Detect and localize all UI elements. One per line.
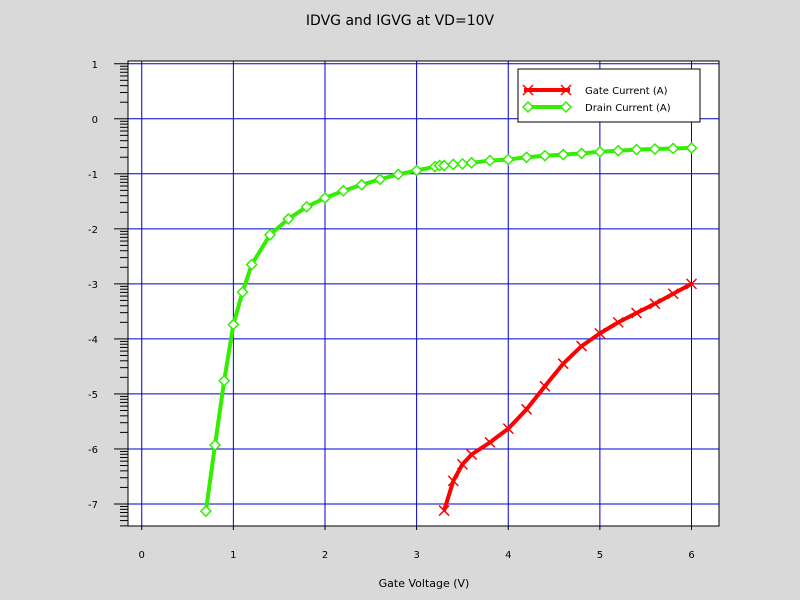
data-point [208, 439, 222, 452]
legend-marker [521, 100, 535, 114]
chart-title: IDVG and IGVG at VD=10V [306, 13, 495, 29]
legend-label: Gate Current (A) [585, 86, 668, 97]
data-point [218, 374, 231, 387]
data-point [593, 145, 606, 158]
y-tick-label: 0 [92, 115, 98, 126]
y-tick-label: -4 [88, 335, 98, 346]
data-point [575, 147, 588, 160]
data-point [263, 228, 277, 241]
legend-marker [522, 84, 534, 96]
data-point [667, 142, 680, 155]
data-point [520, 151, 533, 164]
data-point [438, 505, 450, 517]
data-point [410, 164, 423, 177]
data-point [465, 156, 478, 169]
data-point [648, 142, 661, 156]
y-tick-label: 1 [92, 60, 98, 71]
x-axis-label: Gate Voltage (V) [379, 577, 470, 590]
y-tick-label: -5 [88, 390, 98, 401]
legend-box [517, 68, 701, 123]
data-point [355, 178, 368, 191]
data-point [456, 458, 468, 470]
data-point [392, 168, 405, 181]
data-point [236, 286, 249, 299]
x-tick-label: 2 [322, 550, 328, 561]
data-point [685, 278, 698, 290]
legend-marker [559, 100, 573, 114]
legend-label: Drain Current (A) [585, 103, 671, 114]
data-point [630, 143, 643, 156]
data-point [539, 380, 551, 392]
data-point [318, 191, 332, 205]
y-tick-label: -2 [88, 225, 98, 236]
data-point [483, 154, 496, 167]
y-tick-label: -3 [88, 280, 98, 291]
data-point [337, 184, 350, 197]
data-point [456, 157, 469, 170]
x-tick-label: 1 [230, 550, 236, 561]
x-tick-label: 5 [597, 550, 603, 561]
data-point [502, 423, 514, 435]
x-tick-label: 3 [413, 550, 419, 561]
data-point [612, 316, 624, 328]
data-point [245, 258, 258, 271]
legend: Gate Current (A) Drain Current (A) [517, 68, 701, 123]
data-point [557, 358, 569, 370]
y-axis-minor-ticks [120, 65, 128, 527]
data-point [667, 288, 679, 300]
data-point [282, 212, 295, 225]
plot-border [127, 60, 720, 527]
data-point [199, 505, 212, 518]
y-tick-label: -1 [88, 170, 98, 181]
x-tick-label: 4 [505, 550, 511, 561]
data-point [484, 436, 496, 448]
data-point [594, 327, 606, 339]
x-tick-label: 6 [688, 550, 694, 561]
data-point [466, 448, 478, 460]
legend-marker [560, 84, 572, 96]
series-gate-current [438, 278, 698, 517]
data-point [576, 340, 588, 352]
data-point [612, 144, 625, 157]
x-axis-ticks: 0 1 2 3 4 5 6 [139, 526, 695, 561]
data-point [631, 307, 643, 319]
data-point [447, 158, 460, 171]
data-point [685, 141, 698, 155]
x-tick-label: 0 [139, 550, 145, 561]
data-point [373, 173, 387, 186]
data-point [447, 475, 459, 487]
data-point [300, 200, 313, 213]
y-tick-label: -6 [88, 445, 98, 456]
data-point [521, 403, 533, 415]
series-layer [199, 141, 698, 518]
y-tick-label: -7 [88, 500, 98, 511]
data-point [649, 298, 661, 310]
legend-entry: Gate Current (A) [522, 84, 668, 97]
grid [128, 61, 719, 526]
data-point [538, 149, 551, 162]
data-point [557, 148, 570, 161]
data-point [227, 318, 240, 331]
y-axis-ticks: 1 0 -1 -2 -3 -4 -5 -6 -7 [88, 60, 128, 511]
data-point [502, 153, 515, 166]
series-drain-current [199, 141, 698, 518]
plot-area [127, 60, 720, 527]
data-point [438, 159, 451, 172]
legend-entry: Drain Current (A) [521, 100, 671, 114]
